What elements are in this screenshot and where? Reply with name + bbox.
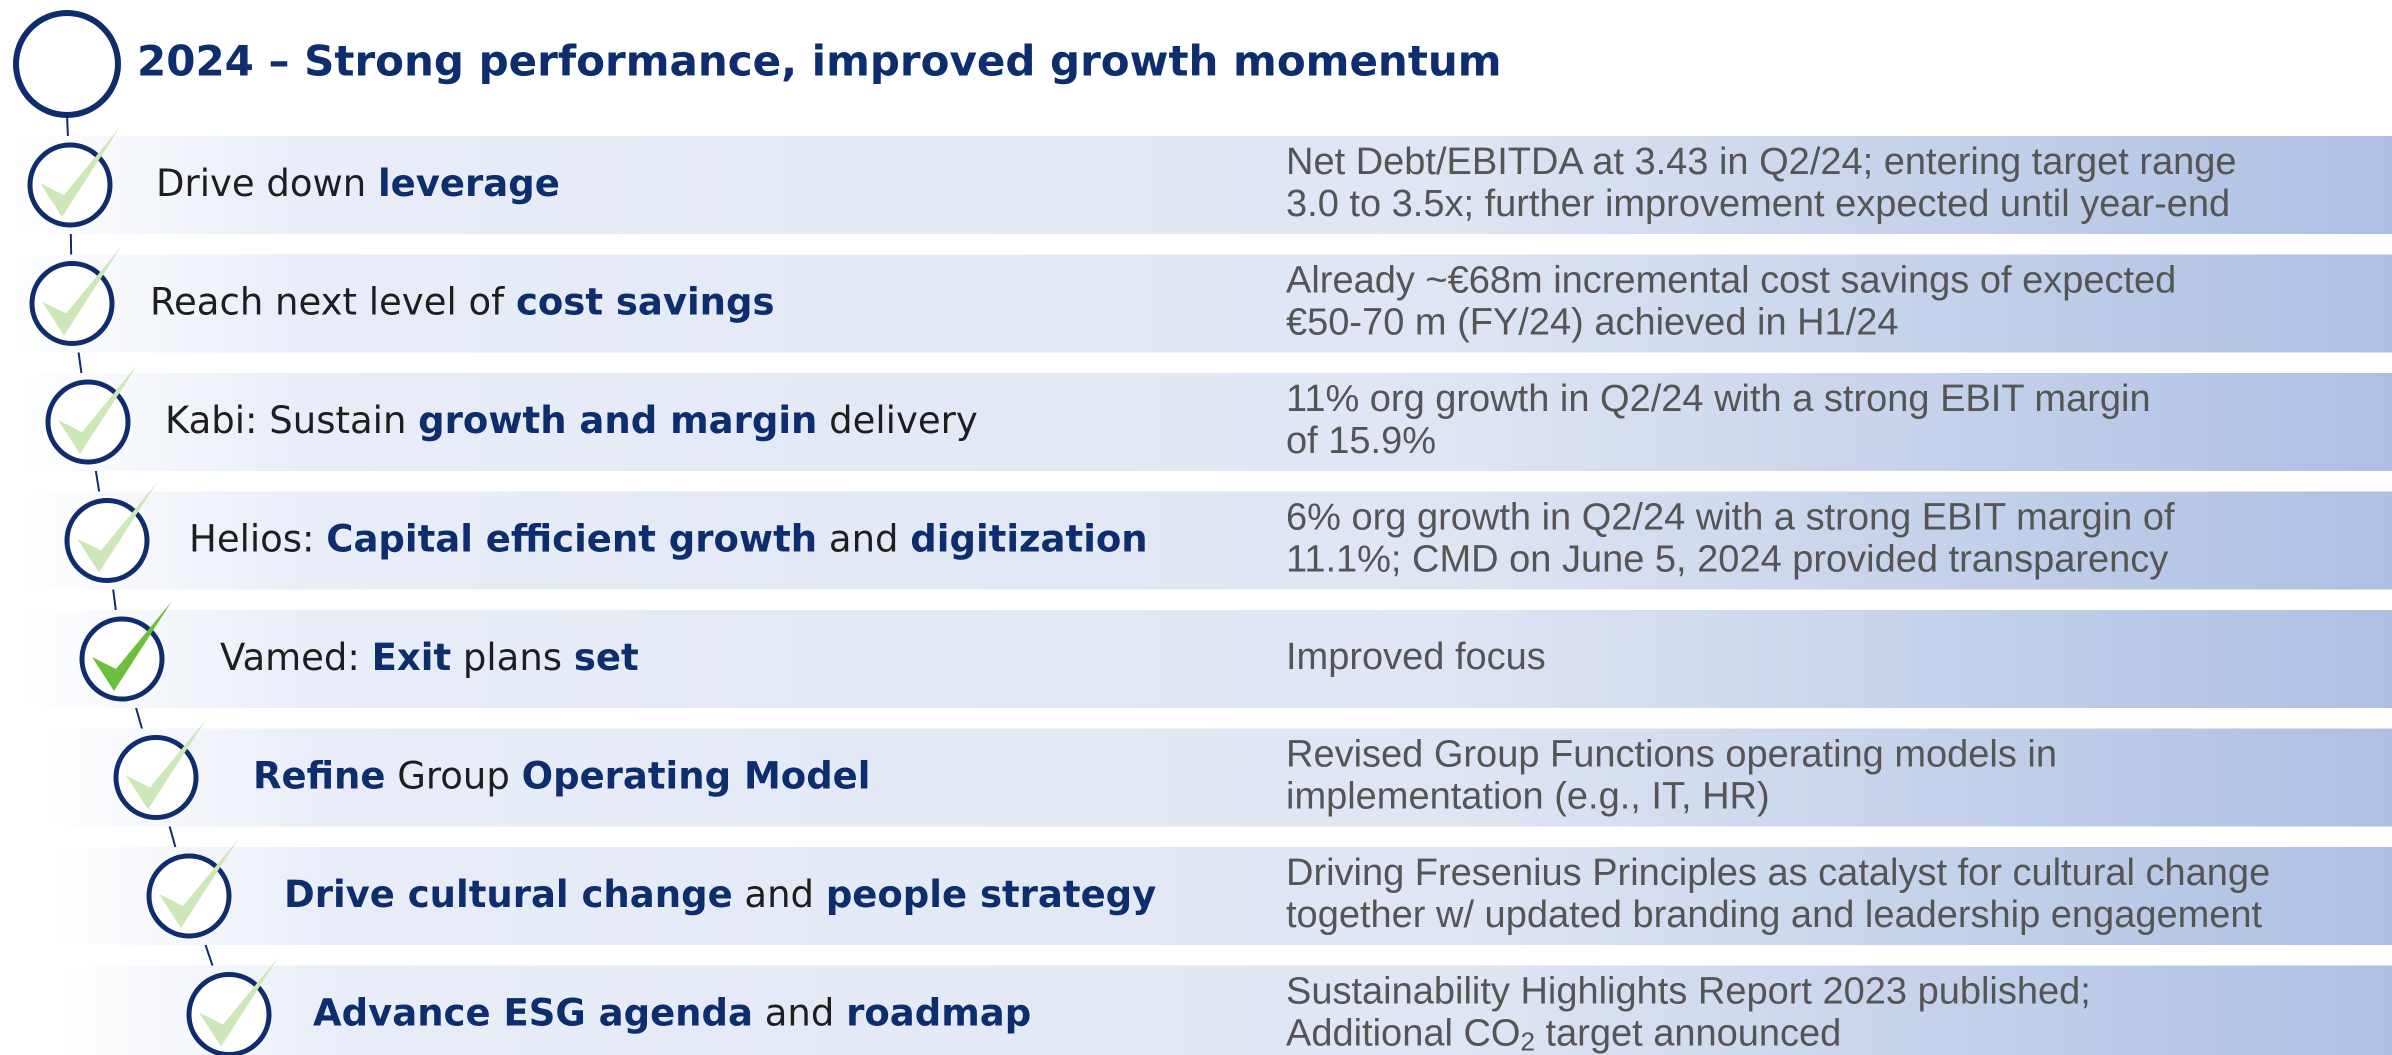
label-text: Reach next level of [150, 280, 516, 323]
row-detail: Improved focus [1286, 636, 1546, 678]
row-detail: Net Debt/EBITDA at 3.43 in Q2/24; enteri… [1286, 141, 2237, 183]
row-label: Vamed: Exit plans set [220, 636, 639, 679]
label-text: delivery [817, 399, 977, 442]
row-band [60, 965, 2392, 1055]
label-bold: people strategy [826, 873, 1156, 916]
row-band [40, 728, 2392, 827]
row-band [12, 136, 2392, 234]
title: 2024 – Strong performance, improved grow… [137, 37, 1502, 86]
label-bold: digitization [910, 517, 1147, 560]
row-detail: 3.0 to 3.5x; further improvement expecte… [1286, 183, 2230, 225]
check-mark [42, 245, 122, 336]
row-band [14, 373, 2392, 471]
label-bold: set [574, 636, 639, 679]
row-label: Reach next level of cost savings [150, 280, 775, 323]
label-bold: cost savings [516, 280, 775, 323]
label-bold: Exit [372, 636, 452, 679]
row-detail: Additional CO2 target announced [1286, 1013, 1841, 1055]
check-mark [92, 601, 172, 691]
row-detail: 6% org growth in Q2/24 with a strong EBI… [1286, 497, 2175, 539]
label-bold: Drive cultural change [284, 873, 733, 916]
row-detail: Revised Group Functions operating models… [1286, 734, 2057, 776]
check-mark [199, 956, 279, 1047]
label-text: and [753, 991, 846, 1034]
label-text: Vamed: [220, 636, 372, 679]
check-mark [40, 127, 120, 217]
detail-subscript: 2 [1520, 1026, 1534, 1055]
detail-text: target announced [1535, 1013, 1841, 1055]
row-band [50, 847, 2392, 945]
row-detail: Already ~€68m incremental cost savings o… [1286, 260, 2176, 302]
row-label: Refine Group Operating Model [253, 754, 870, 797]
label-bold: leverage [378, 162, 560, 205]
label-text: Helios: [189, 517, 326, 560]
label-bold: Advance ESG agenda [313, 991, 753, 1034]
label-text: and [817, 517, 910, 560]
row-detail: 11.1%; CMD on June 5, 2024 provided tran… [1286, 539, 2168, 581]
check-mark [77, 482, 157, 573]
row-band [20, 610, 2392, 708]
check-mark [126, 719, 206, 810]
row-label: Drive down leverage [156, 162, 560, 205]
row-label: Kabi: Sustain growth and margin delivery [165, 399, 978, 442]
check-mark [159, 838, 239, 928]
row-label: Advance ESG agenda and roadmap [313, 991, 1031, 1034]
header-circle [13, 10, 121, 118]
label-bold: Capital efficient growth [326, 517, 817, 560]
row-detail: Driving Fresenius Principles as catalyst… [1286, 852, 2270, 894]
label-text: Drive down [156, 162, 378, 205]
row-band [16, 491, 2392, 590]
label-text: Kabi: Sustain [165, 399, 418, 442]
row-label: Helios: Capital efficient growth and dig… [189, 517, 1148, 560]
row-band [12, 254, 2392, 353]
row-detail: implementation (e.g., IT, HR) [1286, 776, 1770, 818]
rows: Drive down leverage Net Debt/EBITDA at 3.… [12, 114, 2392, 1055]
label-bold: roadmap [846, 991, 1031, 1034]
row-detail: of 15.9% [1286, 420, 1436, 462]
row-detail: 11% org growth in Q2/24 with a strong EB… [1286, 378, 2151, 420]
label-bold: Operating Model [522, 754, 871, 797]
row-detail: €50-70 m (FY/24) achieved in H1/24 [1286, 302, 1899, 344]
label-bold: growth and margin [418, 399, 817, 442]
check-mark [58, 364, 138, 454]
label-text: Group [385, 754, 521, 797]
label-text: and [733, 873, 826, 916]
row-label: Drive cultural change and people strateg… [284, 873, 1156, 916]
row-detail: together w/ updated branding and leaders… [1286, 894, 2263, 936]
label-bold: Refine [253, 754, 385, 797]
detail-text: Additional CO [1286, 1013, 1520, 1055]
row-detail: Sustainability Highlights Report 2023 pu… [1286, 971, 2091, 1013]
label-text: plans [451, 636, 574, 679]
